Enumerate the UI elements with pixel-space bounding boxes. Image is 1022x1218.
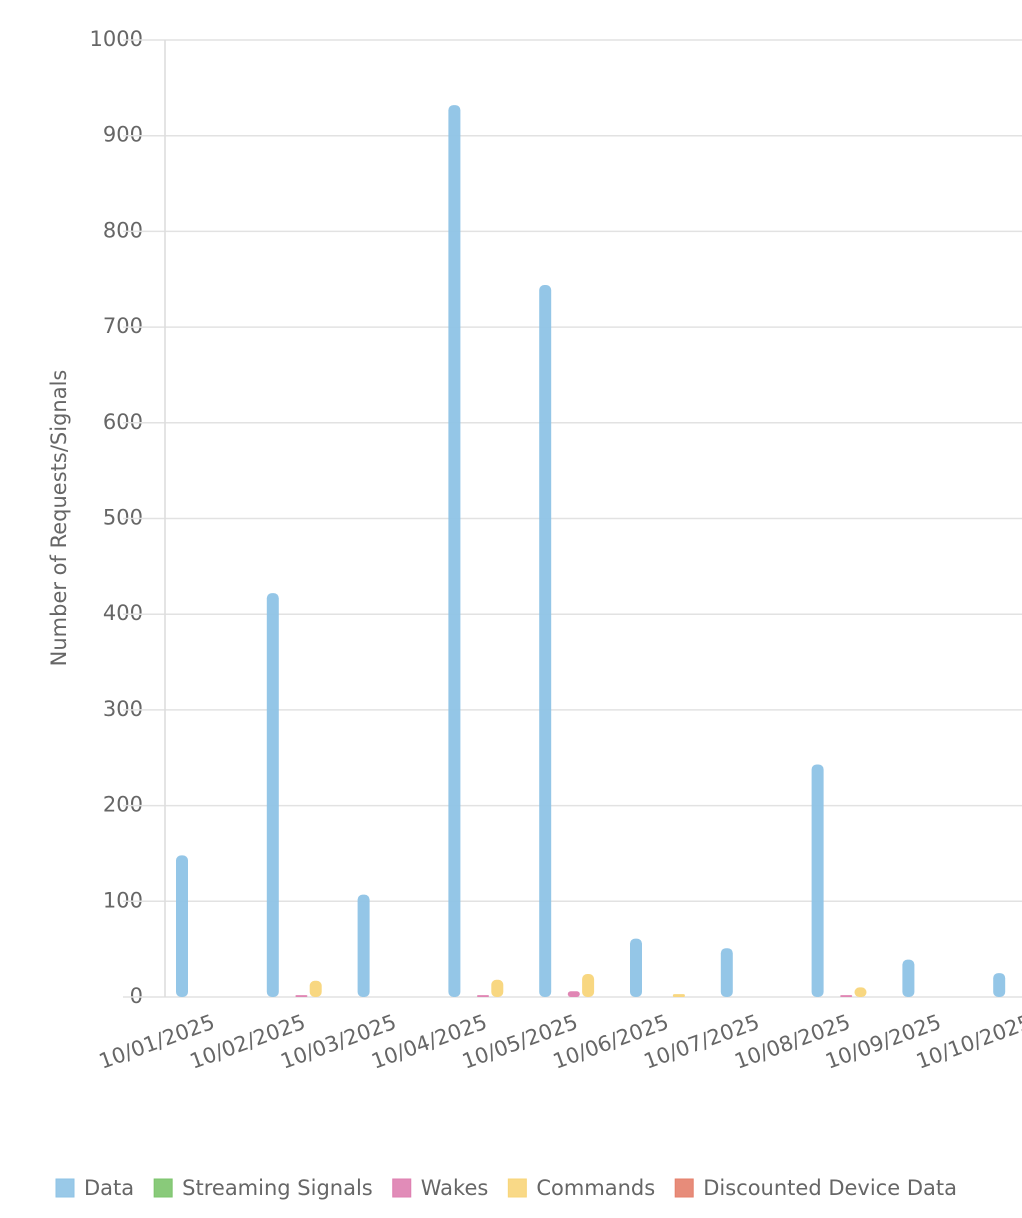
bar <box>357 894 370 997</box>
bar <box>491 979 504 997</box>
bar <box>993 973 1006 997</box>
bar <box>811 764 824 997</box>
bar <box>539 284 552 997</box>
bar <box>720 948 733 997</box>
bar <box>448 105 461 998</box>
bar <box>295 995 308 997</box>
legend-label: Discounted Device Data <box>703 1176 957 1200</box>
legend-swatch <box>392 1178 412 1198</box>
legend-label: Data <box>84 1176 134 1200</box>
y-tick-label: 1000 <box>90 27 143 51</box>
y-tick-label: 200 <box>103 793 143 817</box>
y-tick-label: 500 <box>103 506 143 530</box>
y-tick-label: 800 <box>103 218 143 242</box>
y-tick-label: 300 <box>103 697 143 721</box>
bar <box>266 593 279 997</box>
bar <box>630 938 642 997</box>
y-tick-label: 600 <box>103 410 143 434</box>
y-tick-label: 0 <box>130 984 143 1008</box>
legend-label: Streaming Signals <box>182 1176 373 1200</box>
y-tick-label: 700 <box>103 314 143 338</box>
bar <box>840 995 853 997</box>
legend-swatch <box>153 1178 173 1198</box>
legend-swatch <box>674 1178 694 1198</box>
y-tick-label: 100 <box>103 888 143 912</box>
bar <box>309 980 322 997</box>
legend-label: Commands <box>536 1176 655 1200</box>
bar <box>477 995 489 997</box>
bar <box>672 994 685 997</box>
y-tick-label: 900 <box>103 123 143 147</box>
bar <box>854 987 867 997</box>
bar <box>176 855 188 997</box>
legend-swatch <box>55 1178 75 1198</box>
bar <box>902 959 915 997</box>
y-tick-label: 400 <box>103 601 143 625</box>
legend-swatch <box>507 1178 527 1198</box>
y-axis-label: Number of Requests/Signals <box>47 370 71 667</box>
legend-label: Wakes <box>421 1176 489 1200</box>
bar <box>567 991 580 997</box>
bar <box>582 974 595 997</box>
